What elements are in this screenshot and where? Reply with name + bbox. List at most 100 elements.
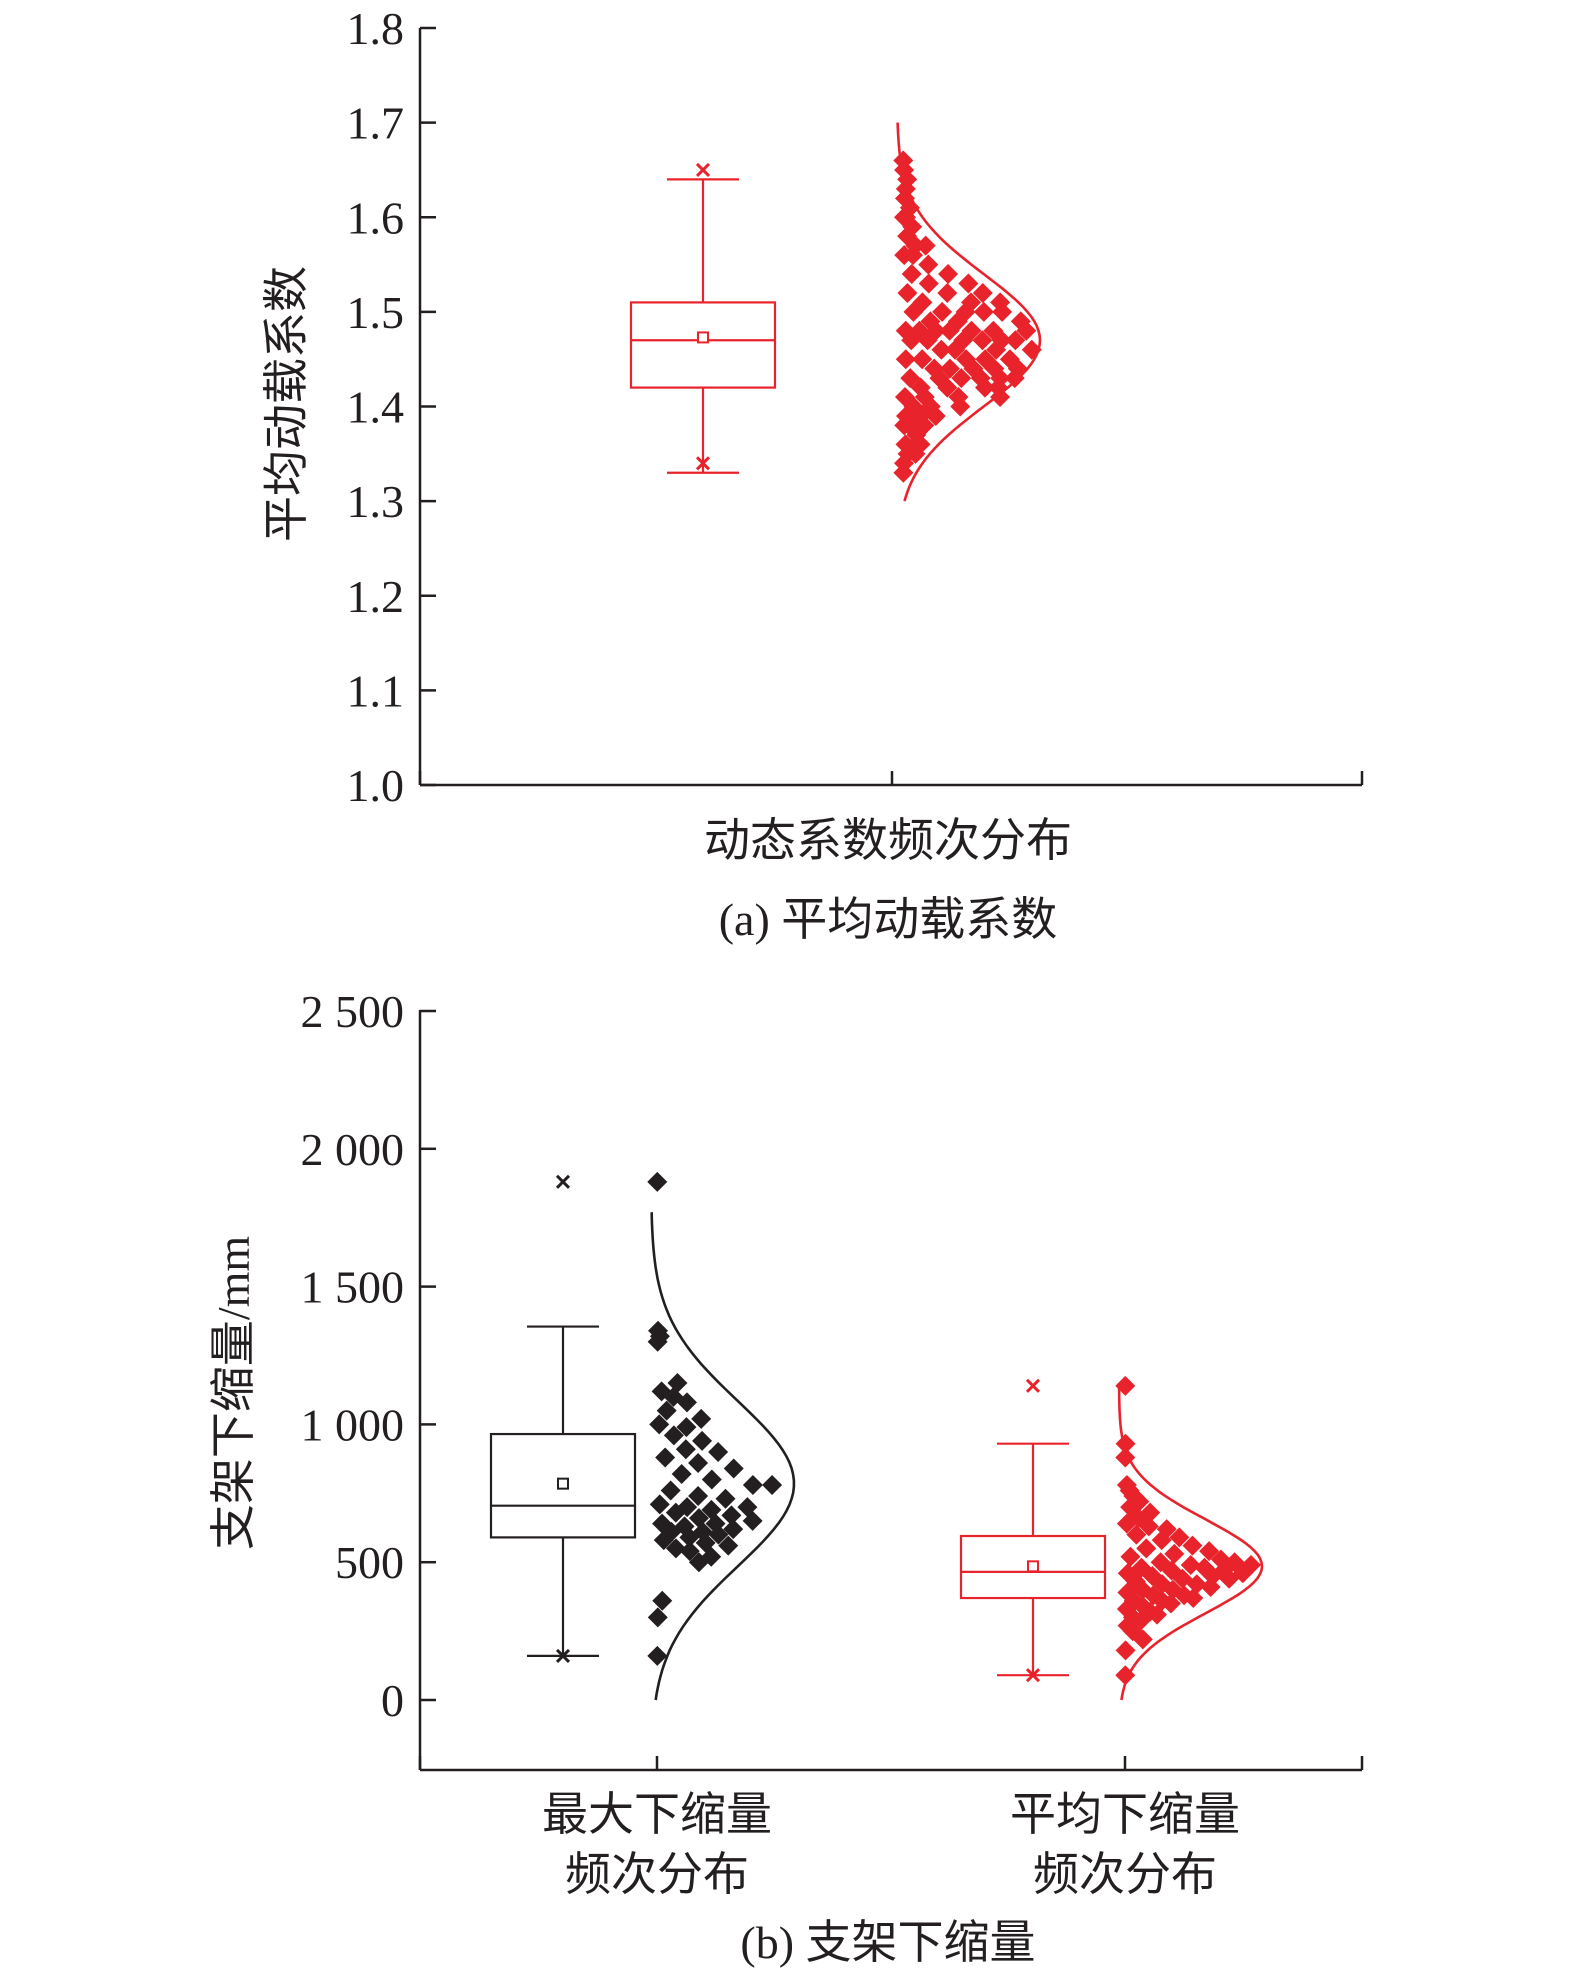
panel-a-s1-point [990,387,1011,408]
panel-a-s1-point [895,349,916,370]
panel-b-s2-point [1151,1530,1172,1551]
panel-b-y-tick-label-1: 500 [335,1537,404,1588]
panel-a-s1-point [951,368,972,389]
panel-b-s1-point [647,1171,668,1192]
panel-b-y-tick-label-0: 0 [381,1675,404,1726]
panel-a-y-tick-label-2: 1.2 [347,571,405,622]
panel-b-s1-point [742,1510,763,1531]
panel-a-s1-point [901,264,922,285]
panel-b-s1-point [660,1480,681,1501]
panel-a-y-tick-label-5: 1.5 [347,287,405,338]
panel-b-s1-point [715,1488,736,1509]
panel-b-series-1 [489,1171,796,1701]
panel-b-marks [489,1171,1264,1701]
panel-a-s1-point [973,301,994,322]
panel-b-caption: (b) 支架下缩量 [740,1917,1035,1968]
panel-b-s1-point [762,1475,783,1496]
panel-a-y-tick-label-0: 1.0 [347,760,405,811]
panel-b-s1-point [655,1447,676,1468]
panel-a-s1-point [931,339,952,360]
panel-a-s1-point [915,235,936,256]
panel-a-s1-point [897,282,918,303]
panel-b-s2-point [1115,1433,1136,1454]
panel-b-s1-min-marker [555,1648,571,1663]
panel-b-s2-max-marker [1025,1378,1041,1393]
panel-b-s1-point [652,1590,673,1611]
panel-b-category-1-line-1: 最大下缩量 [542,1789,772,1840]
panel-a-s1-point [903,245,924,266]
panel-a-series-1 [629,122,1042,502]
panel-a-y-ticks: 1.0 1.1 1.2 1.3 1.4 1.5 1.6 1.7 1.8 [347,3,436,811]
panel-b-s1-point [723,1458,744,1479]
panel-b-category-2-line-1: 平均下缩量 [1010,1789,1240,1840]
panel-b-s1-mean-marker [557,1477,569,1490]
panel-a-s1-point [972,282,993,303]
panel-a-s1-min-marker [695,456,711,471]
panel-a-caption: (a) 平均动载系数 [719,894,1058,945]
panel-b-y-tick-label-5: 2 500 [301,986,405,1037]
panel-b-s1-point [718,1535,739,1556]
panel-b-s1-point [708,1524,729,1545]
panel-b-s2-point [1138,1516,1159,1537]
panel-a-s1-point [950,396,971,417]
panel-b-y-axis-label: 支架下缩量/mm [208,1236,259,1551]
panel-a-s1-point [937,282,958,303]
panel-b-s2-point [1115,1665,1136,1686]
panel-b-s1-point [721,1505,742,1526]
panel-b-s2-point [1160,1593,1181,1614]
panel-b-s1-point [708,1441,729,1462]
panel-a-s1-point [937,377,958,398]
panel-b-s2-point [1132,1629,1153,1650]
panel-b-s2-point [1136,1538,1157,1559]
panel-b-s1-point [649,1414,670,1435]
panel-b-s1-point [671,1464,692,1485]
panel-a-s1-point [918,273,939,294]
panel-a-s1-point [986,339,1007,360]
panel-b-s1-point [675,1439,696,1460]
panel-b-series-2 [959,1375,1264,1701]
panel-b-s1-point [663,1425,684,1446]
panel-b-s1-point [692,1430,713,1451]
panel-b-s1-point [647,1645,668,1666]
panel-b-s2-points [1115,1375,1262,1686]
panel-b-s2-point [1115,1447,1136,1468]
panel-a-y-tick-label-4: 1.4 [347,382,405,433]
panel-a-s1-point [1021,339,1042,360]
panel-a-s1-point [903,301,924,322]
panel-b-s2-point [1146,1604,1167,1625]
panel-b-s2-point [1115,1375,1136,1396]
panel-b-s2-point [1115,1640,1136,1661]
panel-b-y-tick-label-4: 2 000 [301,1124,405,1175]
panel-b-y-tick-label-3: 1 500 [301,1262,405,1313]
panel-b-s2-point [1200,1577,1221,1598]
panel-b-s1-point [656,1400,677,1421]
panel-b-s1-point [665,1502,686,1523]
panel-b-s1-max-marker [555,1174,571,1189]
panel-a-y-tick-label-1: 1.1 [347,665,405,716]
panel-a-s1-point [912,349,933,370]
panel-a-category-label: 动态系数频次分布 [704,815,1072,866]
panel-a-y-tick-label-3: 1.3 [347,476,405,527]
panel-b-s1-point [665,1538,686,1559]
panel-a-s1-point [958,273,979,294]
panel-b-s1-point [679,1527,700,1548]
panel-a-s1-point [918,254,939,275]
panel-b-y-ticks: 0 500 1 000 1 500 2 000 2 500 [301,986,436,1726]
panel-b-s2-point [1182,1535,1203,1556]
panel-b-category-2-line-2: 频次分布 [1033,1849,1217,1900]
panel-a-s1-point [1004,368,1025,389]
panel-a-marks [629,122,1042,502]
panel-a-y-tick-label-8: 1.8 [347,3,405,54]
panel-a-s1-point [945,339,966,360]
panel-b-category-1-line-2: 频次分布 [565,1849,749,1900]
panel-b-s2-point [1199,1541,1220,1562]
panel-b-s1-point [723,1519,744,1540]
panel-a-y-axis-label: 平均动载系数 [261,266,312,542]
panel-a-s1-point [1016,320,1037,341]
panel-b-axes [418,1010,1364,1772]
panel-a-s1-point [905,443,926,464]
panel-a-s1-point [893,462,914,483]
panel-b-s1-point [701,1469,722,1490]
panel-b-s1-point [742,1475,763,1496]
